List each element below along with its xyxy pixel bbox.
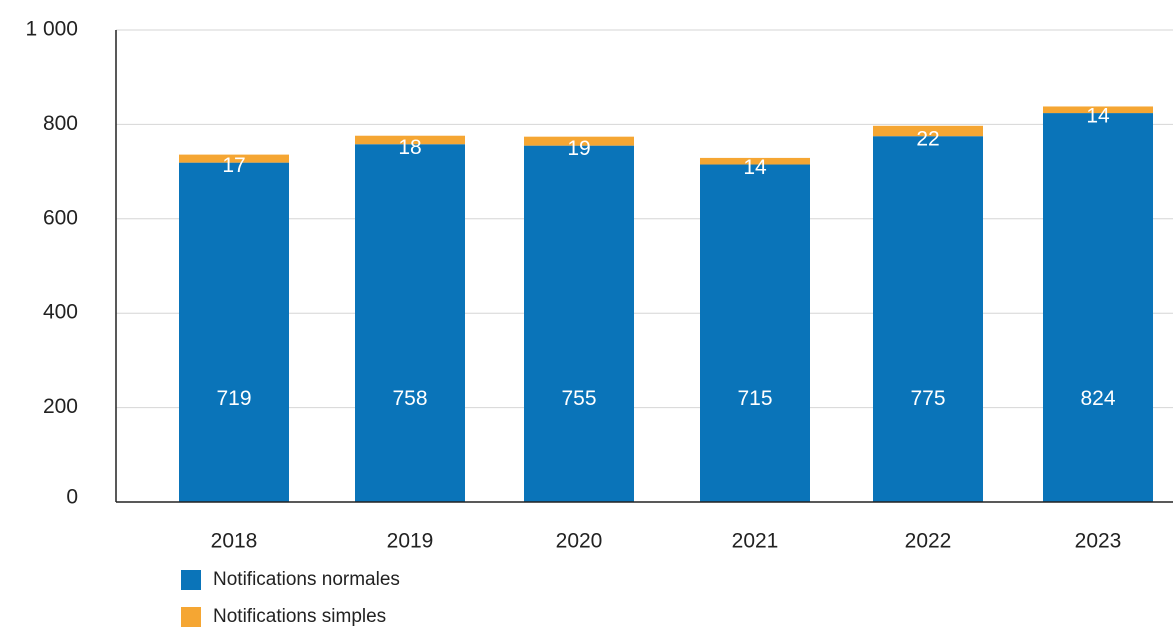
bar-simples xyxy=(700,157,810,165)
x-tick-label: 2018 xyxy=(211,530,258,553)
bar-value-label: 715 xyxy=(737,387,772,410)
x-tick-label: 2022 xyxy=(905,530,952,553)
y-tick-label: 200 xyxy=(43,395,78,418)
bar-labels: 719 17 758 18 755 19 715 14 775 22 824 14 xyxy=(216,105,1115,411)
bar-value-label: 14 xyxy=(743,156,767,179)
bar-normales xyxy=(179,162,289,502)
y-tick-label: 1 000 xyxy=(25,18,78,41)
legend-label: Notifications simples xyxy=(213,606,386,627)
bar-value-label: 824 xyxy=(1080,387,1115,410)
legend: Notifications normales Notifications simp… xyxy=(181,569,400,627)
bar-value-label: 775 xyxy=(910,387,945,410)
bar-simples xyxy=(355,135,465,145)
y-tick-label: 400 xyxy=(43,301,78,324)
bars xyxy=(179,106,1153,503)
x-tick-label: 2021 xyxy=(732,530,779,553)
bar-simples xyxy=(1043,106,1153,114)
legend-label: Notifications normales xyxy=(213,569,400,590)
y-tick-label: 600 xyxy=(43,206,78,229)
bar-normales xyxy=(700,164,810,502)
bar-simples xyxy=(524,136,634,146)
bar-value-label: 755 xyxy=(561,387,596,410)
x-tick-label: 2019 xyxy=(387,530,434,553)
x-tick-label: 2020 xyxy=(556,530,603,553)
gridlines xyxy=(116,29,1173,409)
bar-normales xyxy=(355,144,465,502)
bar-simples xyxy=(873,125,983,137)
bar-value-label: 14 xyxy=(1086,105,1110,128)
bar-value-label: 719 xyxy=(216,387,251,410)
bar-value-label: 19 xyxy=(567,137,590,160)
axes xyxy=(115,30,1173,503)
bar-normales xyxy=(1043,113,1153,503)
bar-value-label: 18 xyxy=(398,136,421,159)
y-tick-label: 0 xyxy=(66,486,78,509)
x-tick-label: 2023 xyxy=(1075,530,1122,553)
bar-value-label: 22 xyxy=(916,128,939,151)
legend-swatch-simples xyxy=(181,607,201,627)
bar-simples xyxy=(179,154,289,163)
bar-normales xyxy=(524,145,634,502)
y-tick-label: 800 xyxy=(43,112,78,135)
y-tick-labels: 0 200 400 600 800 1 000 xyxy=(25,18,78,509)
bar-value-label: 17 xyxy=(222,154,245,177)
bar-value-label: 758 xyxy=(392,387,427,410)
bar-normales xyxy=(873,136,983,502)
legend-swatch-normales xyxy=(181,570,201,590)
x-tick-labels: 2018 2019 2020 2021 2022 2023 xyxy=(211,530,1122,553)
